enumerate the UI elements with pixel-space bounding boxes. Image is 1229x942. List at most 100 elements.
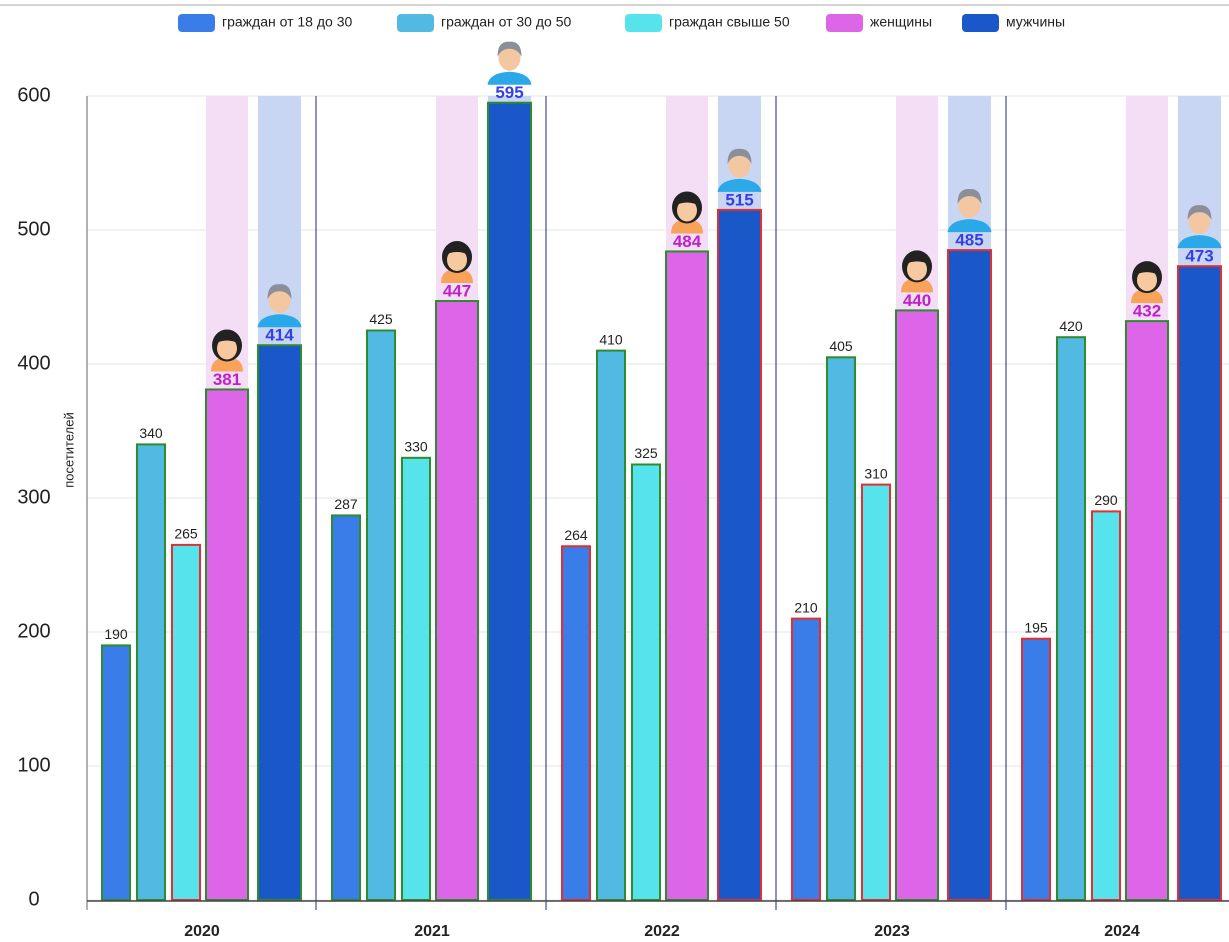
x-tick-label: 2020 [184,923,220,940]
legend-label: граждан свыше 50 [669,14,790,30]
icon-part [677,199,697,222]
y-tick-label: 0 [28,888,39,910]
icon-part [901,278,933,293]
legend-swatch [826,14,863,32]
male-icon [717,148,762,192]
bar [947,249,992,902]
bar [717,208,762,901]
icon-part [957,189,982,205]
data-label: 595 [495,83,523,102]
bar [331,514,361,901]
male-icon [1177,205,1222,249]
icon-part [447,249,467,272]
data-label: 410 [599,331,623,347]
icon-part [445,247,469,256]
legend-swatch [625,14,662,32]
legend-swatch [962,14,999,32]
female-icon [671,191,703,234]
bar [487,101,532,901]
female-icon [1131,261,1163,304]
data-label: 265 [174,526,198,542]
y-tick-label: 400 [17,352,50,374]
bar [1056,336,1086,901]
icon-part [211,357,243,372]
legend-label: граждан от 18 до 30 [222,14,352,30]
x-tick-label: 2024 [1104,923,1140,940]
icon-part [905,256,929,265]
bar [861,483,891,901]
data-label: 515 [725,190,753,209]
icon-part [497,41,522,57]
icon-part [267,284,292,300]
icon-part [1187,205,1212,221]
y-tick-label: 600 [17,84,50,106]
female-icon [211,329,243,372]
y-tick-label: 500 [17,218,50,240]
male-icon [947,189,992,233]
y-tick-label: 100 [17,754,50,776]
data-label: 405 [829,338,853,354]
bar [561,545,591,901]
data-label: 340 [139,425,163,441]
data-label: 330 [404,439,428,455]
bar [1021,637,1051,901]
legend-swatch [178,14,215,32]
icon-part [1177,235,1222,249]
icon-part [717,178,762,192]
icon-part [498,44,521,71]
bar [631,463,661,901]
bar [1177,265,1222,901]
icon-part [1135,267,1159,276]
icon-part [1131,289,1163,304]
bar [205,388,249,901]
bar [826,356,856,901]
x-tick-label: 2023 [874,923,910,940]
bar [257,344,302,901]
icon-part [671,219,703,234]
bar [435,300,479,901]
data-label: 190 [104,626,128,642]
data-label: 310 [864,465,888,481]
bar [1091,510,1121,901]
y-tick-label: 300 [17,486,50,508]
icon-part [441,269,473,284]
icon-part [727,148,752,164]
data-label: 325 [634,445,658,461]
bar [171,543,201,902]
data-label: 195 [1024,619,1048,635]
bar [596,349,626,902]
male-icon [257,284,302,328]
data-label: 447 [443,282,471,301]
icon-part [1137,269,1157,292]
bar [665,250,709,901]
x-tick-label: 2021 [414,923,450,940]
data-label: 381 [213,370,241,389]
data-label: 287 [334,496,358,512]
bar [401,456,431,901]
male-icon [487,41,532,85]
data-label: 440 [903,291,931,310]
icon-part [217,337,237,360]
icon-part [487,71,532,85]
data-label: 473 [1185,247,1213,266]
bar [101,644,131,902]
icon-part [215,335,239,344]
bar [895,309,939,901]
icon-part [257,314,302,328]
data-label: 432 [1133,302,1161,321]
data-label: 484 [673,232,702,251]
bar [136,443,166,901]
legend-label: мужчины [1006,14,1065,30]
data-label: 485 [955,231,983,250]
icon-part [958,192,981,219]
icon-part [907,258,927,281]
data-label: 420 [1059,318,1083,334]
legend-swatch [397,14,434,32]
icon-part [728,151,751,178]
y-tick-label: 200 [17,620,50,642]
icon-part [675,197,699,206]
bar [366,329,396,901]
female-icon [441,241,473,284]
data-label: 425 [369,311,393,327]
data-label: 264 [564,527,588,543]
